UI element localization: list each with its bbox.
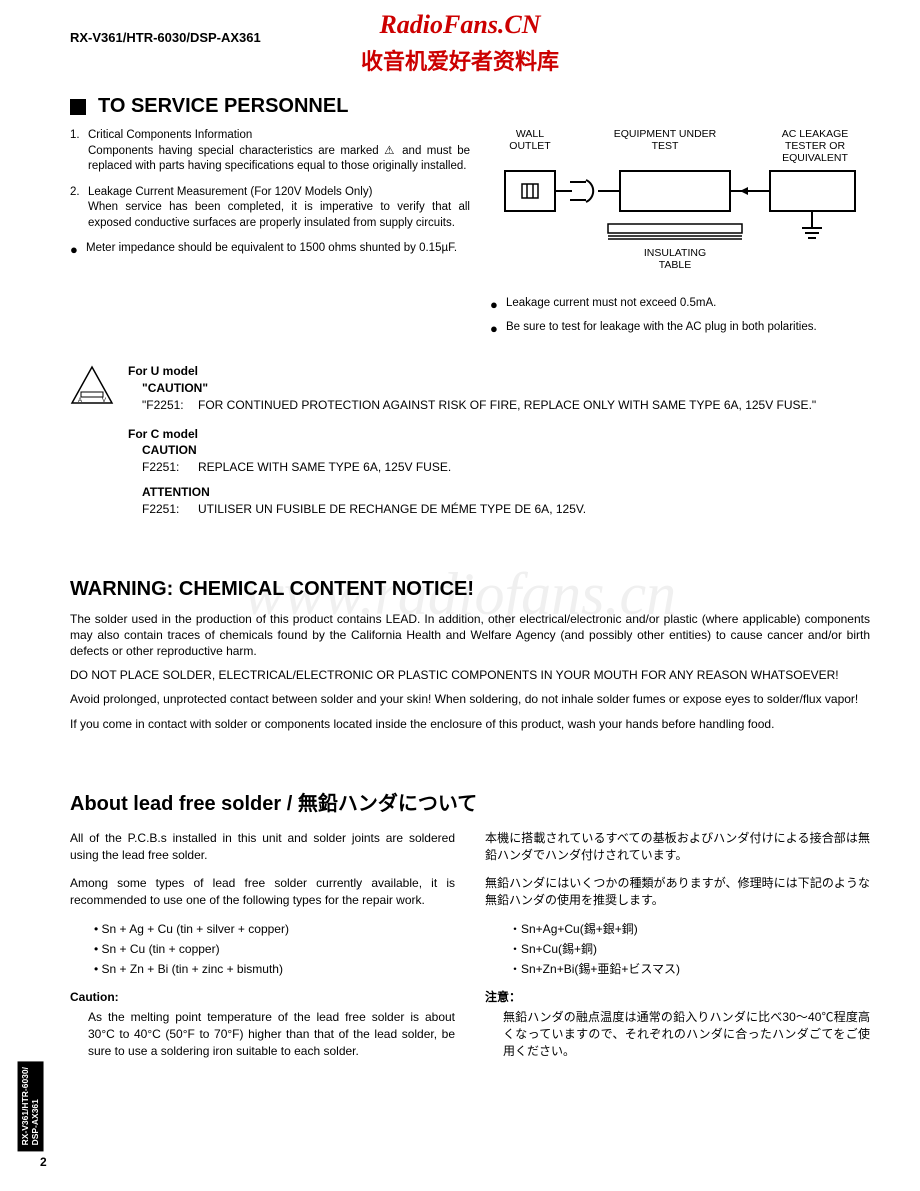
bullet-text: Be sure to test for leakage with the AC …	[506, 320, 870, 338]
solder-japanese-column: 本機に搭載されているすべての基板およびハンダ付けによる接合部は無鉛ハンダでハンダ…	[485, 830, 870, 1060]
leakage-test-diagram: INSULATING TABLE	[490, 166, 870, 296]
service-item-1: 1. Critical Components Information Compo…	[70, 128, 470, 175]
bullet-text: Meter impedance should be equivalent to …	[86, 241, 470, 259]
c-fuse-code-2: F2251:	[142, 501, 198, 518]
u-caution-label: "CAUTION"	[142, 380, 870, 397]
solder-jp-caution: 無鉛ハンダの融点温度は通常の鉛入りハンダに比べ30〜40℃程度高くなっていますの…	[503, 1009, 870, 1059]
item-number: 1.	[70, 128, 88, 175]
c-fuse-text: REPLACE WITH SAME TYPE 6A, 125V FUSE.	[198, 459, 451, 476]
c-fuse-line: F2251: REPLACE WITH SAME TYPE 6A, 125V F…	[142, 459, 870, 476]
solder-jp-list: ・Sn+Ag+Cu(錫+銀+銅) ・Sn+Cu(錫+銅) ・Sn+Zn+Bi(錫…	[509, 921, 870, 977]
list-item: ・Sn+Zn+Bi(錫+亜鉛+ビスマス)	[509, 961, 870, 978]
u-fuse-code: "F2251:	[142, 397, 198, 414]
solder-en-caution-hdr: Caution:	[70, 989, 455, 1006]
caution-block: A V For U model "CAUTION" "F2251: FOR CO…	[70, 363, 870, 517]
warning-p3: Avoid prolonged, unprotected contact bet…	[70, 691, 870, 707]
warning-p1: The solder used in the production of thi…	[70, 611, 870, 660]
list-item: • Sn + Zn + Bi (tin + zinc + bismuth)	[94, 961, 455, 978]
watermark-english: RadioFans.CN	[361, 10, 559, 40]
list-item: ・Sn+Cu(錫+銅)	[509, 941, 870, 958]
service-section-title: TO SERVICE PERSONNEL	[70, 95, 870, 118]
warning-p2: DO NOT PLACE SOLDER, ELECTRICAL/ELECTRON…	[70, 667, 870, 683]
solder-columns: All of the P.C.B.s installed in this uni…	[70, 830, 870, 1060]
c-caution-label: CAUTION	[142, 442, 870, 459]
c-fuse-text-2: UTILISER UN FUSIBLE DE RECHANGE DE MÉME …	[198, 501, 586, 518]
warning-title: WARNING: CHEMICAL CONTENT NOTICE!	[70, 578, 870, 601]
caution-text-block: For U model "CAUTION" "F2251: FOR CONTIN…	[128, 363, 870, 517]
top-watermark: RadioFans.CN 收音机爱好者资料库	[361, 10, 559, 76]
bullet-dot-icon: ●	[490, 320, 506, 338]
u-model-header: For U model	[128, 363, 870, 380]
service-left-column: 1. Critical Components Information Compo…	[70, 128, 470, 343]
service-bullet-right-2: ● Be sure to test for leakage with the A…	[490, 320, 870, 338]
list-item: • Sn + Ag + Cu (tin + silver + copper)	[94, 921, 455, 938]
c-fuse-line-2: F2251: UTILISER UN FUSIBLE DE RECHANGE D…	[142, 501, 870, 518]
service-title-text: TO SERVICE PERSONNEL	[98, 95, 348, 118]
watermark-chinese: 收音机爱好者资料库	[361, 44, 559, 76]
label-insulating-table: INSULATING	[644, 247, 706, 259]
warning-p4: If you come in contact with solder or co…	[70, 716, 870, 732]
c-model-block: For C model CAUTION F2251: REPLACE WITH …	[188, 426, 870, 518]
bullet-text: Leakage current must not exceed 0.5mA.	[506, 296, 870, 314]
bullet-dot-icon: ●	[490, 296, 506, 314]
list-item: ・Sn+Ag+Cu(錫+銀+銅)	[509, 921, 870, 938]
solder-jp-p1: 本機に搭載されているすべての基板およびハンダ付けによる接合部は無鉛ハンダでハンダ…	[485, 830, 870, 864]
service-right-column: WALL OUTLET EQUIPMENT UNDER TEST AC LEAK…	[490, 128, 870, 343]
solder-en-p1: All of the P.C.B.s installed in this uni…	[70, 830, 455, 864]
svg-text:A: A	[78, 398, 82, 404]
svg-text:TABLE: TABLE	[659, 259, 691, 271]
service-two-column: 1. Critical Components Information Compo…	[70, 128, 870, 343]
bullet-dot-icon: ●	[70, 241, 86, 259]
page-number: 2	[40, 1155, 47, 1169]
svg-text:V: V	[102, 398, 106, 404]
service-item-2: 2. Leakage Current Measurement (For 120V…	[70, 185, 470, 232]
u-fuse-line: "F2251: FOR CONTINUED PROTECTION AGAINST…	[142, 397, 870, 414]
solder-en-caution: As the melting point temperature of the …	[88, 1009, 455, 1059]
c-model-header: For C model	[128, 426, 870, 443]
service-bullet-right-1: ● Leakage current must not exceed 0.5mA.	[490, 296, 870, 314]
solder-title: About lead free solder / 無鉛ハンダについて	[70, 787, 870, 816]
warning-triangle-icon: A V	[70, 365, 114, 405]
service-bullet-left: ● Meter impedance should be equivalent t…	[70, 241, 470, 259]
solder-en-list: • Sn + Ag + Cu (tin + silver + copper) •…	[94, 921, 455, 977]
square-bullet-icon	[70, 99, 86, 115]
c-fuse-code: F2251:	[142, 459, 198, 476]
item-number: 2.	[70, 185, 88, 232]
list-item: • Sn + Cu (tin + copper)	[94, 941, 455, 958]
solder-jp-p2: 無鉛ハンダにはいくつかの種類がありますが、修理時には下記のような無鉛ハンダの使用…	[485, 875, 870, 909]
label-wall-outlet: WALL OUTLET	[495, 128, 565, 164]
c-attention-label: ATTENTION	[142, 484, 870, 501]
label-tester: AC LEAKAGE TESTER OR EQUIVALENT	[765, 128, 865, 164]
item-text: Critical Components Information Componen…	[88, 128, 470, 175]
label-equipment: EQUIPMENT UNDER TEST	[610, 128, 720, 164]
solder-english-column: All of the P.C.B.s installed in this uni…	[70, 830, 455, 1060]
item-text: Leakage Current Measurement (For 120V Mo…	[88, 185, 470, 232]
solder-en-p2: Among some types of lead free solder cur…	[70, 875, 455, 909]
solder-jp-caution-hdr: 注意：	[485, 989, 870, 1006]
side-tab: RX-V361/HTR-6030/ DSP-AX361	[18, 1061, 44, 1151]
u-fuse-text: FOR CONTINUED PROTECTION AGAINST RISK OF…	[198, 397, 816, 414]
diagram-labels-row: WALL OUTLET EQUIPMENT UNDER TEST AC LEAK…	[490, 128, 870, 164]
